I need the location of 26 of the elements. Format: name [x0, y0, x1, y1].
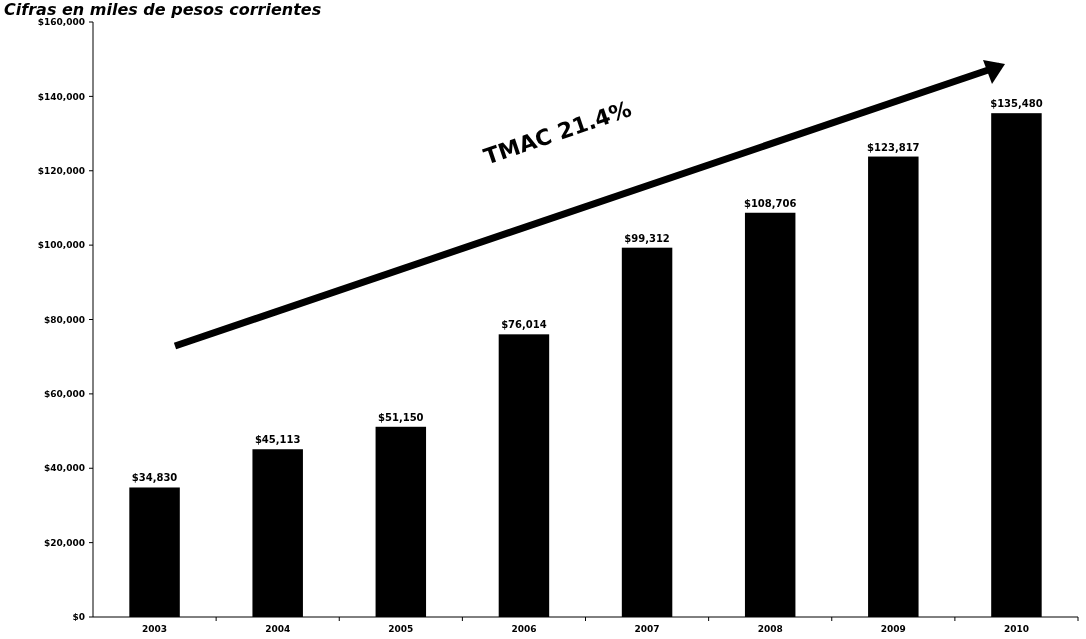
y-tick-label: $160,000: [37, 17, 85, 28]
data-label: $51,150: [378, 411, 424, 423]
x-tick-label: 2010: [1003, 624, 1029, 634]
data-label: $34,830: [131, 472, 178, 484]
x-tick-label: 2006: [511, 624, 537, 634]
y-tick-label: $60,000: [44, 389, 85, 400]
x-tick-label: 2008: [757, 624, 783, 634]
data-label: $45,113: [254, 434, 301, 446]
y-tick-label: $120,000: [37, 165, 85, 176]
x-tick-label: 2003: [142, 624, 168, 634]
x-tick-label: 2007: [634, 624, 660, 634]
data-label: $135,480: [990, 98, 1043, 110]
y-tick-label: $80,000: [44, 314, 85, 325]
y-tick-label: $40,000: [44, 463, 85, 474]
chart-title: Cifras en miles de pesos corrientes: [4, 0, 322, 19]
y-tick-label: $140,000: [37, 91, 85, 102]
x-tick-label: 2009: [880, 624, 906, 634]
data-label: $76,014: [501, 319, 547, 331]
y-tick-label: $20,000: [44, 537, 85, 548]
data-label: $99,312: [624, 232, 670, 244]
y-tick-label: $100,000: [37, 240, 85, 251]
x-tick-label: 2004: [265, 624, 291, 634]
data-label: $123,817: [867, 141, 920, 153]
data-label: $108,706: [743, 197, 797, 209]
y-tick-label: $0: [72, 612, 85, 623]
x-tick-label: 2005: [388, 624, 414, 634]
